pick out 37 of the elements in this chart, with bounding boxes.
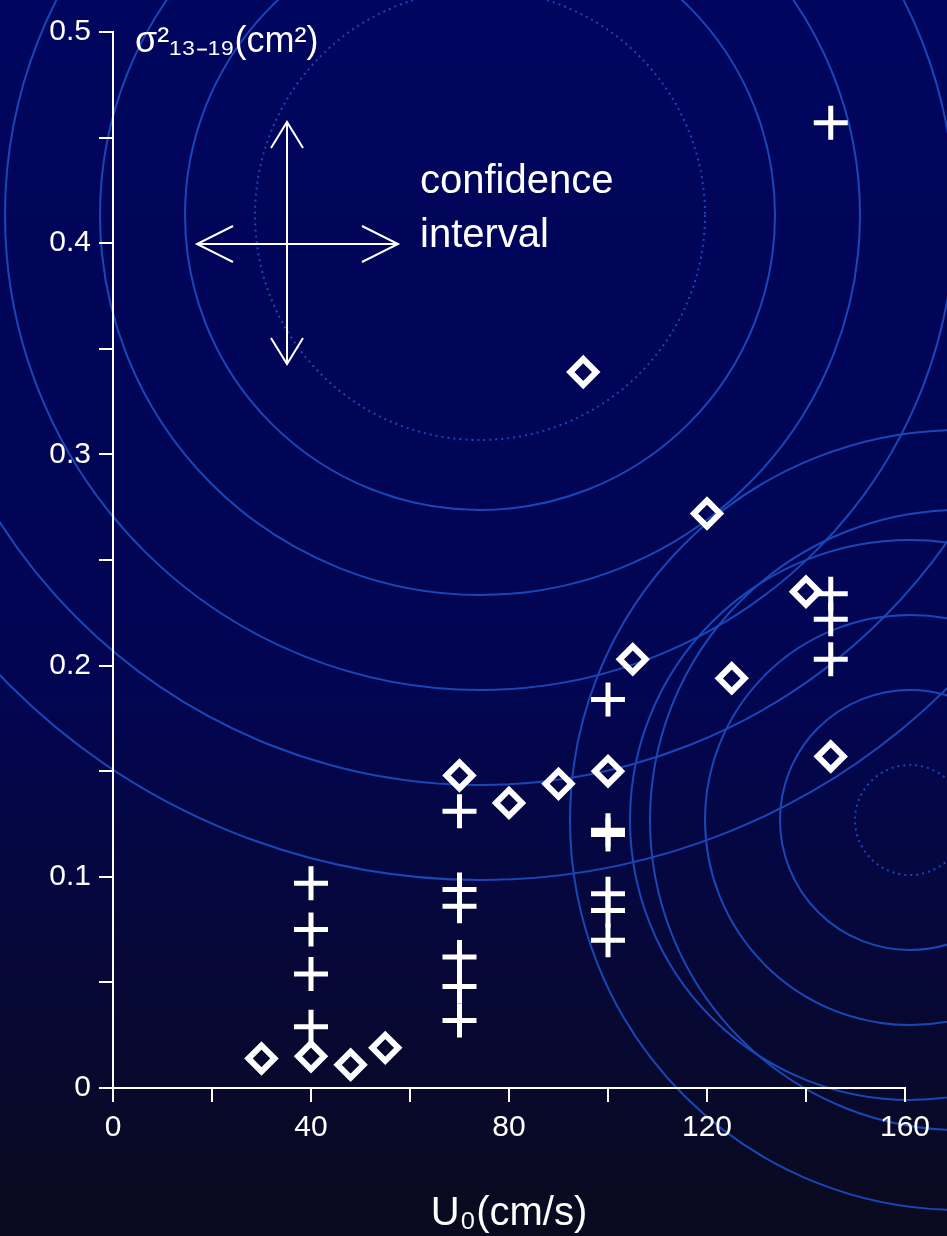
point	[334, 1048, 367, 1081]
point	[616, 643, 649, 676]
y-tick-label: 0.4	[49, 224, 91, 258]
y-tick-label: 0.1	[49, 858, 91, 892]
y-tick-label: 0.2	[49, 646, 91, 680]
y-tick-label: 0	[74, 1069, 91, 1103]
point	[591, 682, 625, 717]
point	[493, 786, 525, 819]
x-tick-label: 80	[492, 1109, 526, 1143]
point	[294, 866, 328, 901]
point	[442, 794, 477, 829]
point	[542, 767, 575, 800]
x-tick-label: 0	[104, 1109, 122, 1143]
point	[790, 575, 822, 608]
y-tick-label: 0.5	[49, 13, 91, 47]
y-tick-label: 0.3	[49, 435, 91, 469]
x-tick-label: 40	[294, 1109, 328, 1143]
point	[813, 642, 848, 677]
y-axis-title: σ²₁₃₋₁₉(cm²)	[135, 18, 319, 60]
point	[591, 923, 625, 958]
point	[442, 1003, 477, 1038]
point	[567, 356, 600, 389]
point	[295, 1040, 327, 1073]
point	[294, 956, 328, 991]
point	[715, 662, 748, 695]
point	[294, 912, 328, 947]
point	[813, 105, 848, 140]
point	[814, 740, 847, 773]
point	[691, 497, 723, 530]
point	[443, 759, 476, 792]
x-axis-title: U₀(cm/s)	[430, 1189, 588, 1234]
point	[245, 1042, 278, 1075]
point	[294, 1009, 328, 1044]
annotation: confidence interval	[420, 157, 614, 256]
point	[369, 1031, 402, 1064]
point	[813, 602, 848, 637]
point	[592, 755, 624, 788]
